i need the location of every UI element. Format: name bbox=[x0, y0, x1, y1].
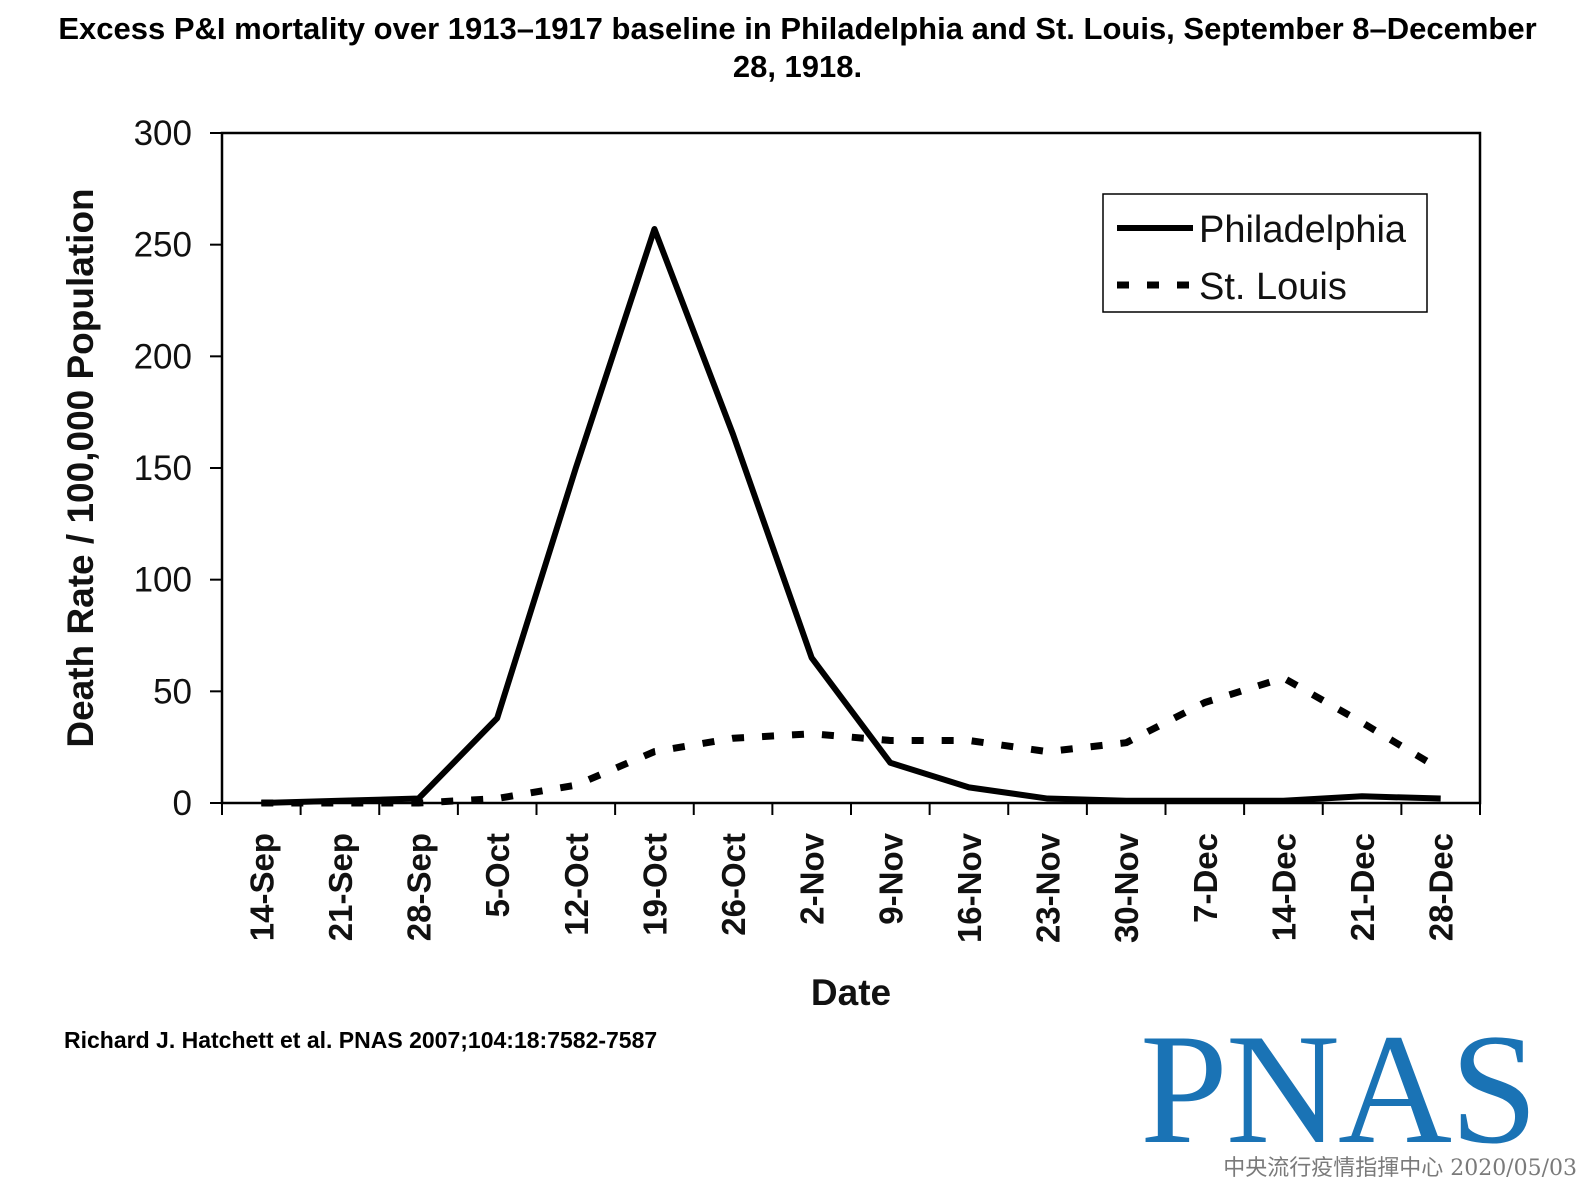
citation-text: Richard J. Hatchett et al. PNAS 2007;104… bbox=[64, 1027, 658, 1053]
y-tick-label: 150 bbox=[134, 449, 192, 488]
legend-label-0: Philadelphia bbox=[1199, 209, 1407, 251]
y-tick-label: 50 bbox=[153, 672, 192, 711]
y-tick-label: 200 bbox=[134, 337, 192, 376]
x-tick-label: 9-Nov bbox=[872, 832, 909, 924]
x-tick-label: 21-Dec bbox=[1344, 833, 1381, 941]
legend-label-1: St. Louis bbox=[1199, 266, 1347, 308]
x-tick-label: 26-Oct bbox=[715, 833, 752, 936]
x-axis-title: Date bbox=[811, 972, 891, 1013]
x-tick-label: 7-Dec bbox=[1187, 833, 1224, 923]
y-axis-title: Death Rate / 100,000 Population bbox=[60, 188, 101, 747]
x-tick-label: 12-Oct bbox=[558, 833, 595, 936]
series-lines bbox=[261, 226, 1443, 807]
legend-box bbox=[1102, 193, 1428, 313]
x-tick-label: 30-Nov bbox=[1108, 832, 1145, 943]
x-tick-label: 28-Sep bbox=[401, 833, 438, 941]
series-line-0 bbox=[261, 226, 1441, 806]
pnas-logo: PNAS bbox=[1140, 1002, 1538, 1177]
x-tick-label: 19-Oct bbox=[636, 833, 673, 936]
y-tick-label: 100 bbox=[134, 561, 192, 600]
y-tick-label: 250 bbox=[134, 226, 192, 265]
plot-frame bbox=[220, 131, 1482, 805]
y-tick-label: 300 bbox=[134, 114, 192, 153]
watermark-text: 中央流行疫情指揮中心 2020/05/03 bbox=[1223, 1156, 1577, 1181]
y-tick-label: 0 bbox=[173, 784, 192, 823]
x-tick-label: 14-Sep bbox=[243, 833, 280, 941]
chart-title: Excess P&I mortality over 1913–1917 base… bbox=[58, 11, 1537, 84]
x-tick-label: 28-Dec bbox=[1423, 833, 1460, 941]
y-axis-ticks: 0 50 100 150 200 250 300 bbox=[134, 114, 222, 823]
x-tick-label: 14-Dec bbox=[1265, 833, 1302, 941]
x-tick-label: 2-Nov bbox=[794, 832, 831, 924]
series-line-1 bbox=[261, 674, 1443, 807]
x-tick-label: 23-Nov bbox=[1030, 832, 1067, 943]
x-tick-label: 5-Oct bbox=[479, 833, 516, 917]
legend: Philadelphia St. Louis bbox=[1102, 193, 1428, 313]
x-tick-label: 21-Sep bbox=[322, 833, 359, 941]
x-axis-ticks: 14-Sep 21-Sep 28-Sep 5-Oct 12-Oct 19-Oct 26-Oc… bbox=[221, 803, 1481, 943]
x-tick-label: 16-Nov bbox=[951, 832, 988, 943]
